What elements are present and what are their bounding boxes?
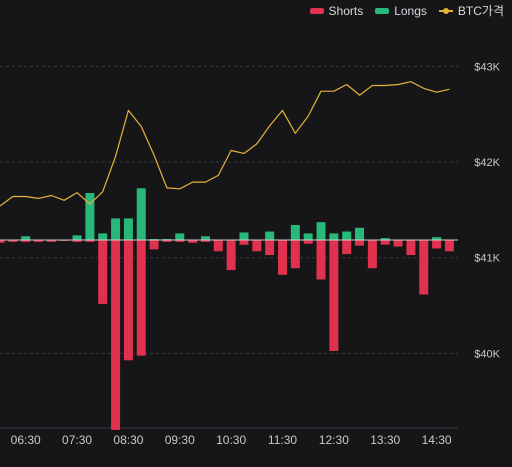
shorts-bar [419, 240, 429, 295]
legend-item-btc-price[interactable]: BTC가격 [438, 2, 504, 19]
shorts-bar [175, 240, 185, 242]
y-tick-label: $42K [474, 157, 500, 169]
longs-bar [175, 233, 185, 240]
shorts-bar [406, 240, 416, 256]
longs-bar [72, 235, 82, 240]
shorts-bar [8, 240, 18, 242]
x-tick-label: 10:30 [216, 433, 246, 447]
shorts-bar [278, 240, 288, 275]
shorts-bar [380, 240, 390, 245]
legend-item-shorts[interactable]: Shorts [309, 2, 364, 19]
shorts-bar [355, 240, 365, 246]
x-tick-label: 06:30 [11, 433, 41, 447]
shorts-bar [432, 240, 442, 249]
longs-bar [329, 233, 339, 240]
shorts-bar [85, 240, 95, 242]
shorts-bar [0, 240, 5, 243]
shorts-bar [342, 240, 352, 255]
shorts-bar [123, 240, 133, 361]
longs-bar [98, 233, 108, 240]
shorts-bar [98, 240, 108, 304]
shorts-bar [149, 240, 159, 250]
shorts-bar [46, 240, 56, 242]
shorts-bar [303, 240, 313, 244]
x-tick-label: 09:30 [165, 433, 195, 447]
x-tick-label: 13:30 [370, 433, 400, 447]
longs-bar [85, 193, 95, 240]
x-tick-label: 08:30 [113, 433, 143, 447]
btc-price-swatch [438, 7, 453, 14]
shorts-bar [393, 240, 403, 247]
longs-bar [303, 233, 313, 240]
legend-label-btc-price: BTC가격 [457, 4, 504, 18]
longs-bar [136, 188, 146, 240]
shorts-bar [34, 240, 44, 242]
shorts-bar [226, 240, 236, 271]
longs-bar [265, 231, 275, 240]
legend-label-longs: Longs [394, 3, 427, 18]
legend-item-longs[interactable]: Longs [375, 2, 427, 19]
longs-swatch [375, 7, 390, 14]
x-tick-label: 14:30 [422, 433, 452, 447]
shorts-bar [329, 240, 339, 351]
longs-bar [316, 222, 326, 240]
longs-bar [380, 238, 390, 240]
shorts-bar [316, 240, 326, 280]
shorts-bar [111, 240, 121, 430]
longs-bar [355, 227, 365, 240]
longs-bar [239, 232, 249, 240]
shorts-swatch [309, 7, 324, 14]
legend-label-shorts: Shorts [328, 3, 364, 18]
y-tick-label: $40K [474, 348, 500, 360]
y-tick-label: $43K [474, 61, 500, 73]
shorts-bar [367, 240, 377, 269]
btc-price-line [0, 81, 450, 207]
shorts-bar [290, 240, 300, 269]
longs-bar [123, 218, 133, 240]
shorts-bar [213, 240, 223, 252]
x-tick-label: 12:30 [319, 433, 349, 447]
y-tick-label: $41K [474, 253, 500, 265]
shorts-bar [188, 240, 198, 243]
shorts-bar [21, 240, 31, 242]
x-tick-label: 11:30 [268, 433, 297, 447]
shorts-bar [444, 240, 454, 252]
longs-bar [342, 231, 352, 240]
x-tick-label: 07:30 [62, 433, 92, 447]
shorts-bar [252, 240, 262, 252]
shorts-bar [265, 240, 275, 256]
shorts-bar [200, 240, 210, 242]
chart-legend: Shorts Longs BTC가격 [309, 2, 504, 19]
longs-bar [290, 224, 300, 240]
longs-bar [21, 236, 31, 240]
longs-bar [200, 236, 210, 240]
shorts-bar [136, 240, 146, 356]
longs-bar [111, 218, 121, 240]
shorts-bar [239, 240, 249, 245]
shorts-bar [162, 240, 172, 242]
shorts-bar [72, 240, 82, 242]
longs-bar [432, 237, 442, 240]
